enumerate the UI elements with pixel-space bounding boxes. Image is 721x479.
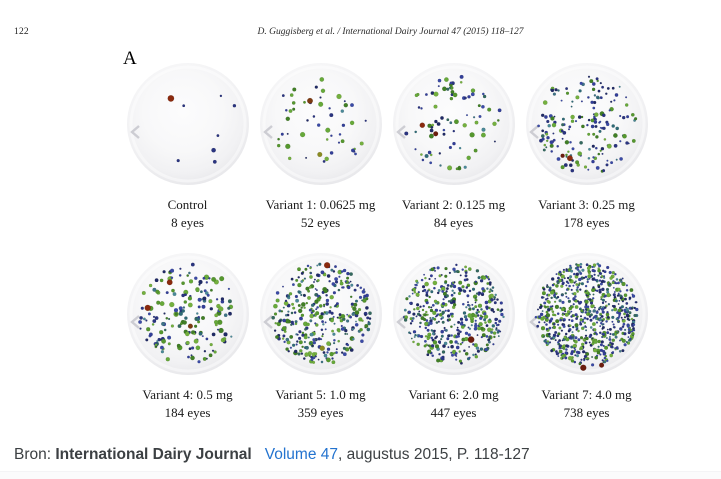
position-marker-icon	[129, 315, 140, 329]
wheel-variant-label: Control	[167, 197, 208, 212]
wheel-eye-count: 447 eyes	[430, 405, 477, 420]
cheese-wheel-image	[259, 63, 382, 185]
wheel-eye-count: 359 eyes	[297, 405, 344, 420]
source-prefix: Bron:	[14, 446, 56, 463]
wheel-eye-count: 738 eyes	[563, 405, 610, 420]
source-suffix: , augustus 2015, P. 118-127	[338, 446, 530, 463]
cheese-wheel-image	[126, 253, 249, 375]
cheese-wheel-image	[392, 253, 515, 375]
wheel-variant-label: Variant 5: 1.0 mg	[275, 387, 366, 402]
volume-link[interactable]: Volume 47	[264, 446, 338, 463]
wheel-eye-count: 8 eyes	[171, 215, 204, 230]
source-journal-name: International Dairy Journal	[55, 446, 252, 463]
wheel-eye-count: 84 eyes	[433, 215, 474, 230]
source-caption: Bron: International Dairy Journal Volume …	[14, 446, 530, 464]
position-marker-icon	[395, 315, 406, 329]
wheel-panel: Variant 4: 0.5 mg 184 eyes	[121, 252, 254, 422]
wheel-variant-label: Variant 2: 0.125 mg	[401, 197, 506, 212]
position-marker-icon	[395, 125, 406, 139]
wheel-panel: Variant 5: 1.0 mg 359 eyes	[254, 252, 387, 422]
cheese-wheel-image	[525, 253, 648, 375]
wheel-variant-label: Variant 4: 0.5 mg	[142, 387, 233, 402]
wheel-eye-count: 178 eyes	[563, 215, 610, 230]
position-marker-icon	[262, 125, 273, 139]
wheel-variant-label: Variant 7: 4.0 mg	[541, 387, 632, 402]
figure-row-1: Control 8 eyes Variant 1: 0.0625 mg 52 e…	[121, 62, 657, 232]
page-number: 122	[14, 27, 29, 37]
wheel-variant-label: Variant 6: 2.0 mg	[408, 387, 499, 402]
position-marker-icon	[528, 125, 539, 139]
wheel-variant-label: Variant 1: 0.0625 mg	[265, 197, 376, 212]
position-marker-icon	[262, 315, 273, 329]
position-marker-icon	[129, 125, 140, 139]
cheese-wheel-image	[126, 63, 249, 185]
wheel-panel: Control 8 eyes	[121, 62, 254, 232]
wheel-panel: Variant 6: 2.0 mg 447 eyes	[387, 252, 520, 422]
wheel-eye-count: 52 eyes	[300, 215, 341, 230]
cheese-wheel-image	[259, 253, 382, 375]
figure-row-2: Variant 4: 0.5 mg 184 eyes Variant 5: 1.…	[121, 252, 657, 422]
cheese-wheel-image	[525, 63, 648, 185]
wheel-panel: Variant 2: 0.125 mg 84 eyes	[387, 62, 520, 232]
running-title: D. Guggisberg et al. / International Dai…	[257, 27, 524, 37]
cheese-wheel-image	[392, 63, 515, 185]
figure-area: Control 8 eyes Variant 1: 0.0625 mg 52 e…	[121, 62, 657, 422]
wheel-panel: Variant 3: 0.25 mg 178 eyes	[520, 62, 653, 232]
wheel-eye-count: 184 eyes	[164, 405, 211, 420]
wheel-panel: Variant 7: 4.0 mg 738 eyes	[520, 252, 653, 422]
figure-panel-label: A	[123, 48, 137, 69]
wheel-variant-label: Variant 3: 0.25 mg	[538, 197, 635, 212]
page-bottom-edge	[0, 471, 721, 479]
wheel-panel: Variant 1: 0.0625 mg 52 eyes	[254, 62, 387, 232]
